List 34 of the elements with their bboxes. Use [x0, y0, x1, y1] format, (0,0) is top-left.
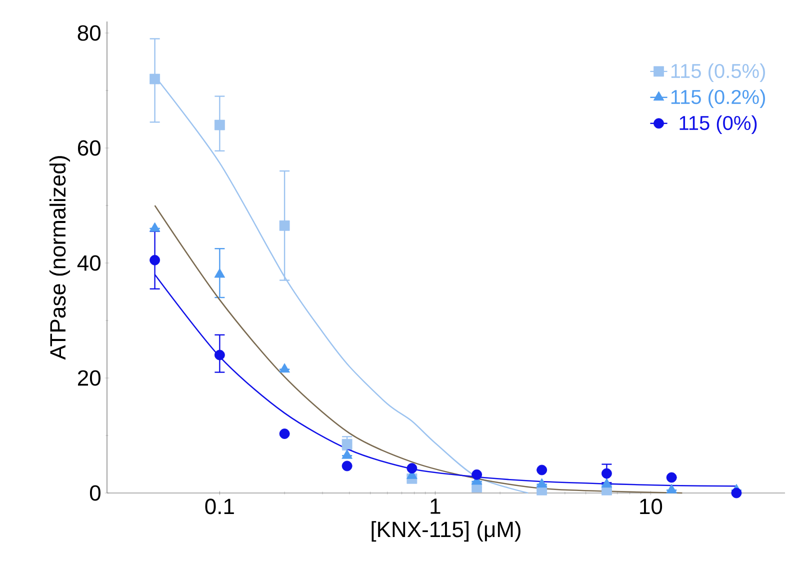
x-tick-label: 10: [640, 498, 662, 514]
point: [342, 438, 352, 450]
point: [731, 488, 742, 498]
point: [342, 449, 352, 459]
y-tick-label: 40: [77, 255, 100, 271]
point: [406, 463, 418, 474]
point: [472, 469, 482, 480]
point: [214, 268, 226, 278]
point: [666, 484, 677, 494]
y-tick-label: 20: [78, 370, 100, 386]
point: [279, 363, 290, 373]
point: [214, 120, 225, 130]
point: [342, 460, 352, 472]
point: [602, 468, 612, 479]
legend-label: 115 (0.5%): [671, 63, 765, 82]
point: [149, 222, 160, 232]
x-tick-label: 1: [430, 498, 440, 514]
point: [214, 350, 225, 360]
point: [279, 428, 290, 439]
legend-label: 115 (0.2%): [671, 89, 765, 108]
point: [536, 464, 548, 476]
point: [601, 478, 612, 488]
y-tick-label: 80: [78, 25, 100, 41]
point: [150, 74, 160, 84]
point: [666, 472, 677, 483]
point: [536, 478, 548, 488]
y-tick-label: 0: [90, 485, 100, 501]
x-axis-title: [KNX-115] (μM): [372, 521, 520, 542]
x-tick-label: 0.1: [205, 498, 234, 514]
legend-label: 115 (0%): [680, 115, 757, 134]
point: [150, 254, 160, 266]
point: [279, 220, 290, 231]
y-axis-title: ATPase (normalized): [49, 156, 70, 360]
y-tick-label: 60: [78, 140, 100, 156]
